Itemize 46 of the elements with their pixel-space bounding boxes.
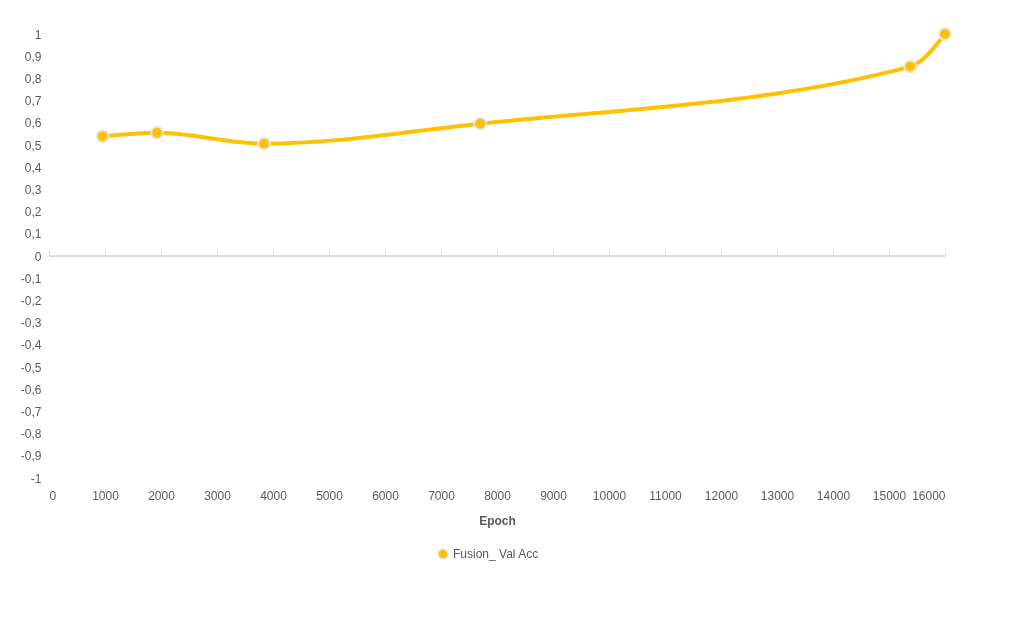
- y-tick-label: 0,9: [24, 49, 42, 64]
- x-tick-label: 11000: [649, 488, 683, 503]
- point: [903, 59, 918, 74]
- y-tick-label: -0,8: [20, 427, 42, 442]
- x-tick-label: 5000: [316, 488, 344, 503]
- y-tick-label: -0,9: [20, 449, 42, 464]
- x-tick-label: 3000: [204, 488, 232, 503]
- x-tick-label: 0: [49, 488, 57, 503]
- y-tick-label: -0,2: [20, 293, 42, 308]
- y-tick-label: 0,8: [24, 71, 42, 86]
- point: [95, 129, 110, 144]
- x-axis-title: Epoch: [479, 513, 516, 528]
- x-tick-label: 6000: [372, 488, 400, 503]
- y-tick-label: 0: [34, 249, 42, 264]
- x-tick-label: 10000: [592, 488, 627, 503]
- point: [150, 125, 164, 140]
- y-tick-label: 0,5: [24, 138, 42, 153]
- y-tick-label: 0,7: [24, 94, 42, 109]
- y-tick-label: 0,2: [24, 205, 42, 220]
- point: [938, 27, 952, 41]
- y-tick-label: -0,3: [20, 316, 42, 331]
- x-tick-label: 13000: [760, 488, 795, 503]
- y-tick-label: 1: [34, 27, 42, 42]
- y-tick-label: -0,5: [20, 360, 42, 375]
- x-tick-label: 12000: [704, 488, 739, 503]
- y-tick-label: 0,3: [24, 182, 42, 197]
- y-tick-label: 0,6: [24, 116, 42, 131]
- y-tick-label: -1: [30, 471, 42, 486]
- y-tick-label: 0,1: [24, 227, 42, 242]
- x-tick-label: 14000: [816, 488, 851, 503]
- y-tick-label: -0,6: [20, 382, 42, 397]
- x-tick-label: 9000: [540, 488, 568, 503]
- x-tick-label: 8000: [484, 488, 512, 503]
- x-tick-label: 2000: [148, 488, 176, 503]
- x-tick-label: 7000: [428, 488, 456, 503]
- y-tick-label: 0,4: [24, 160, 42, 175]
- y-tick-label: -0,1: [20, 271, 42, 286]
- legend-label: Fusion_ Val Acc: [453, 547, 539, 561]
- x-tick-label: 16000: [912, 488, 946, 503]
- x-tick-label: 4000: [260, 488, 288, 503]
- x-tick-label: 1000: [92, 488, 120, 503]
- x-tick-label: 15000: [872, 488, 907, 503]
- y-tick-label: -0,7: [20, 404, 42, 419]
- point: [257, 136, 271, 151]
- point: [473, 116, 488, 131]
- y-tick-label: -0,4: [20, 338, 42, 353]
